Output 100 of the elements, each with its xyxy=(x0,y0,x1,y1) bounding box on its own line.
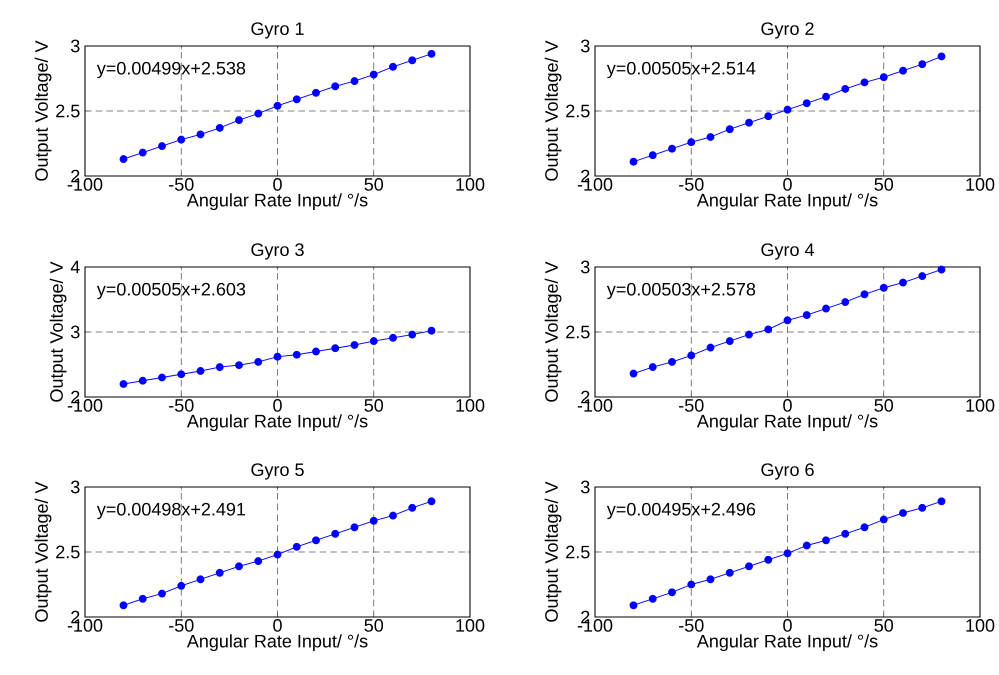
x-tick-label: -50 xyxy=(169,399,194,412)
y-tick-label: 3 xyxy=(580,260,590,274)
x-tick-label: 50 xyxy=(874,399,894,412)
point xyxy=(370,516,378,525)
point xyxy=(899,66,907,75)
y-tick-label: 3 xyxy=(580,480,590,494)
y-tick-label: 2.5 xyxy=(56,546,80,558)
point xyxy=(177,582,186,590)
point xyxy=(841,298,850,306)
chart-title: Gyro 6 xyxy=(761,463,814,480)
y-tick-label: 2.5 xyxy=(566,104,590,118)
y-tick-label: 2.5 xyxy=(566,546,590,558)
point xyxy=(331,530,340,538)
y-tick-label: 3 xyxy=(70,480,80,494)
point xyxy=(389,512,397,520)
chart-title: Gyro 5 xyxy=(251,463,304,480)
point xyxy=(745,330,753,339)
point xyxy=(784,549,792,558)
y-tick-label: 4 xyxy=(70,260,80,274)
point xyxy=(687,351,696,360)
point xyxy=(158,142,166,150)
point xyxy=(274,352,282,361)
annotation: y=0.00505x+2.514 xyxy=(606,62,756,78)
point xyxy=(822,92,830,101)
point xyxy=(687,138,696,146)
point xyxy=(370,337,378,346)
point xyxy=(802,99,811,108)
point xyxy=(196,367,204,375)
x-tick-label: 0 xyxy=(783,178,792,191)
annotation: y=0.00495x+2.496 xyxy=(606,502,756,520)
point xyxy=(648,363,657,372)
x-tick-label: 0 xyxy=(273,619,282,632)
point xyxy=(880,284,888,292)
point xyxy=(235,116,243,124)
x-axis-title: Angular Rate Input/ °/s xyxy=(186,634,368,652)
point xyxy=(216,363,224,372)
point xyxy=(292,542,301,551)
x-tick-label: 0 xyxy=(273,399,282,412)
point xyxy=(408,56,416,64)
point xyxy=(350,77,358,86)
x-tick-label: 100 xyxy=(966,399,994,412)
point xyxy=(630,158,638,166)
point xyxy=(745,118,753,127)
point xyxy=(216,124,224,132)
point xyxy=(312,536,320,544)
point xyxy=(138,148,147,157)
x-axis-title: Angular Rate Input/ °/s xyxy=(696,414,878,432)
point xyxy=(331,82,340,90)
point xyxy=(764,556,772,564)
annotation: y=0.00505x+2.603 xyxy=(96,282,246,300)
point xyxy=(254,110,262,118)
y-axis-title: Output Voltage/ V xyxy=(50,262,66,402)
x-tick-label: 100 xyxy=(966,619,994,632)
point xyxy=(938,497,946,506)
point xyxy=(706,133,714,141)
point xyxy=(428,326,436,335)
point xyxy=(706,344,714,352)
point xyxy=(196,130,204,138)
point xyxy=(899,509,907,517)
point xyxy=(408,330,416,339)
point xyxy=(784,106,792,114)
point xyxy=(331,344,340,352)
y-axis-title: Output Voltage/ V xyxy=(34,40,52,181)
point xyxy=(668,144,676,153)
point xyxy=(428,50,436,58)
chart-title: Gyro 1 xyxy=(251,22,304,39)
point xyxy=(745,562,753,570)
y-axis-title: Output Voltage/ V xyxy=(544,482,562,622)
point xyxy=(254,358,262,366)
x-tick-label: -50 xyxy=(679,619,704,632)
point xyxy=(428,497,436,506)
point xyxy=(177,136,186,144)
point xyxy=(841,84,850,93)
point xyxy=(389,62,397,71)
point xyxy=(630,601,638,610)
point xyxy=(138,594,147,603)
point xyxy=(292,95,301,104)
x-tick-label: -50 xyxy=(679,399,704,412)
point xyxy=(687,580,696,588)
chart-title: Gyro 4 xyxy=(761,243,814,260)
point xyxy=(860,290,868,298)
x-tick-label: 0 xyxy=(783,399,792,412)
point xyxy=(726,568,734,577)
point xyxy=(120,601,128,610)
point xyxy=(706,575,714,584)
x-tick-label: 100 xyxy=(456,619,484,632)
point xyxy=(216,568,224,577)
chart-title: Gyro 2 xyxy=(761,22,814,39)
point xyxy=(784,316,792,324)
x-tick-label: 100 xyxy=(966,178,994,191)
point xyxy=(764,112,772,120)
y-axis-title: Output Voltage/ V xyxy=(34,482,52,622)
point xyxy=(177,370,186,378)
point xyxy=(196,575,204,584)
point xyxy=(408,504,416,512)
y-tick-label: 3 xyxy=(70,40,80,52)
point xyxy=(860,523,868,532)
annotation: y=0.00503x+2.578 xyxy=(606,282,756,300)
point xyxy=(158,590,166,598)
y-tick-label: 3 xyxy=(580,40,590,52)
